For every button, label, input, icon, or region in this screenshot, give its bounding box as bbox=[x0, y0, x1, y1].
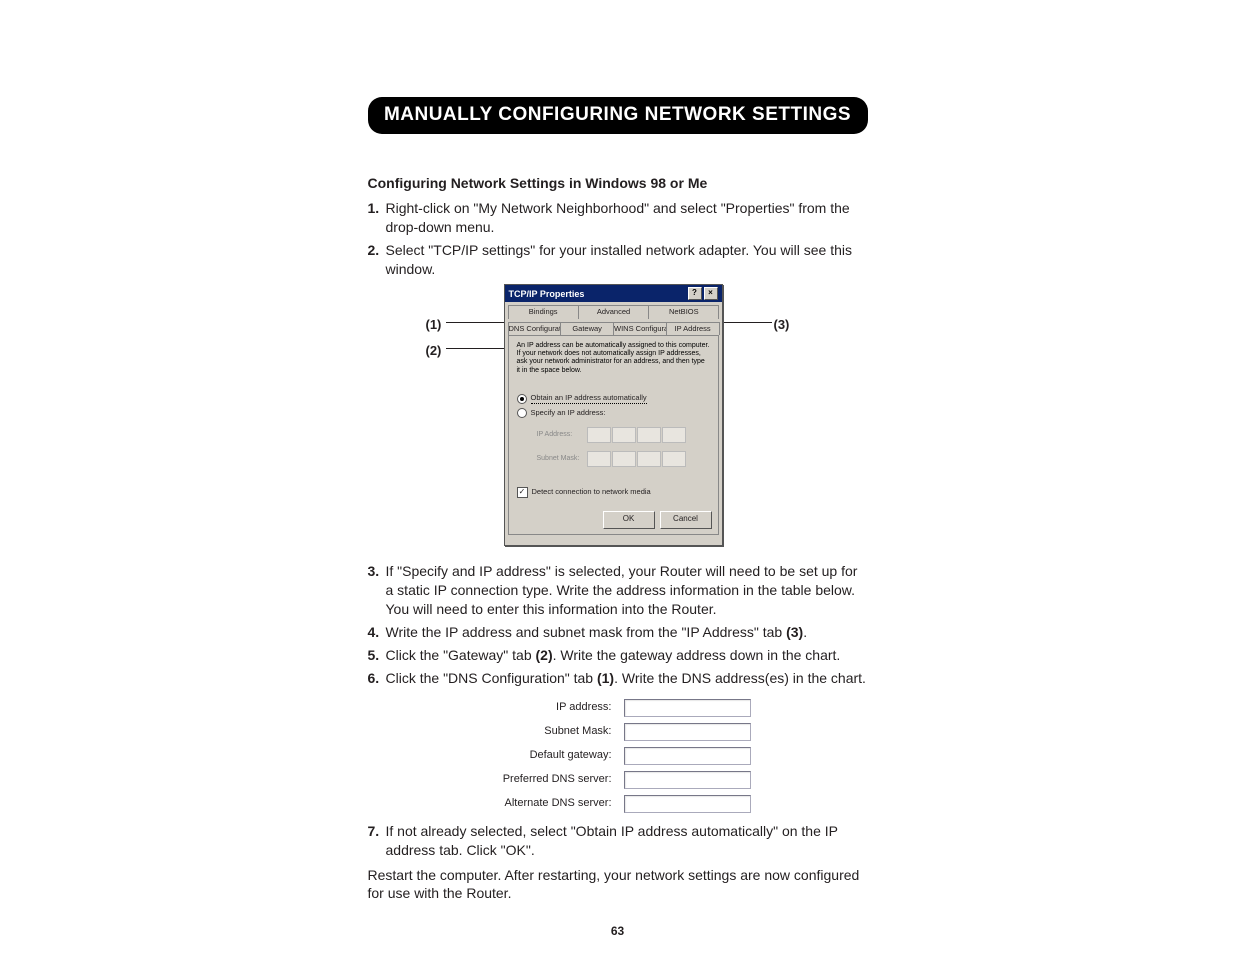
dialog-screenshot: (1) (2) (3) TCP/IP Properties ? × Bindin… bbox=[368, 284, 868, 554]
subnet-mask-input[interactable] bbox=[624, 723, 751, 741]
alternate-dns-input[interactable] bbox=[624, 795, 751, 813]
callout-line bbox=[446, 322, 506, 323]
steps-list-bottom: 3. If "Specify and IP address" is selecte… bbox=[368, 562, 868, 687]
page-header: MANUALLY CONFIGURING NETWORK SETTINGS bbox=[368, 97, 868, 134]
radio-auto-label: Obtain an IP address automatically bbox=[531, 393, 647, 404]
step-num: 5. bbox=[368, 646, 380, 665]
tab-ip-address[interactable]: IP Address bbox=[666, 322, 720, 335]
default-gateway-label: Default gateway: bbox=[476, 744, 618, 768]
step-num: 6. bbox=[368, 669, 380, 688]
callout-line bbox=[446, 348, 508, 349]
dialog-titlebar: TCP/IP Properties ? × bbox=[505, 285, 722, 302]
table-row: Default gateway: bbox=[476, 744, 760, 768]
step-3: 3. If "Specify and IP address" is selecte… bbox=[368, 562, 868, 619]
preferred-dns-input[interactable] bbox=[624, 771, 751, 789]
help-button[interactable]: ? bbox=[688, 287, 702, 300]
step-text: If "Specify and IP address" is selected,… bbox=[386, 563, 858, 617]
tab-netbios[interactable]: NetBIOS bbox=[648, 305, 719, 318]
radio-specify[interactable]: Specify an IP address: bbox=[517, 408, 710, 418]
callout-line bbox=[722, 322, 772, 323]
step-text: Select "TCP/IP settings" for your instal… bbox=[386, 242, 852, 277]
radio-icon bbox=[517, 394, 527, 404]
tab-dns-config[interactable]: DNS Configuration bbox=[508, 322, 562, 335]
steps-list-7: 7. If not already selected, select "Obtai… bbox=[368, 822, 868, 860]
ip-address-label: IP address: bbox=[476, 696, 618, 720]
cancel-button[interactable]: Cancel bbox=[660, 511, 712, 529]
page: MANUALLY CONFIGURING NETWORK SETTINGS Co… bbox=[0, 0, 1235, 954]
subnet-mask-field bbox=[587, 451, 687, 467]
tabs-back-row: Bindings Advanced NetBIOS bbox=[508, 305, 719, 318]
ip-address-label: IP Address: bbox=[537, 430, 587, 439]
step-1: 1. Right-click on "My Network Neighborhoo… bbox=[368, 199, 868, 237]
ip-grid: IP Address: Subnet Mask: bbox=[537, 427, 710, 467]
restart-text: Restart the computer. After restarting, … bbox=[368, 866, 868, 904]
page-number: 63 bbox=[368, 923, 868, 939]
step-7: 7. If not already selected, select "Obtai… bbox=[368, 822, 868, 860]
tab-bindings[interactable]: Bindings bbox=[508, 305, 579, 318]
ok-button[interactable]: OK bbox=[603, 511, 655, 529]
detect-label: Detect connection to network media bbox=[532, 487, 651, 497]
ip-address-input[interactable] bbox=[624, 699, 751, 717]
step-text: Right-click on "My Network Neighborhood"… bbox=[386, 200, 850, 235]
step-num: 4. bbox=[368, 623, 380, 642]
dialog-title: TCP/IP Properties bbox=[509, 288, 585, 300]
detect-checkbox[interactable]: ✓ Detect connection to network media bbox=[517, 487, 651, 498]
callout-2: (2) bbox=[426, 342, 442, 360]
subnet-mask-label: Subnet Mask: bbox=[476, 720, 618, 744]
checkbox-icon: ✓ bbox=[517, 487, 528, 498]
section-title: Configuring Network Settings in Windows … bbox=[368, 174, 868, 193]
titlebar-buttons: ? × bbox=[688, 287, 718, 300]
close-button[interactable]: × bbox=[704, 287, 718, 300]
step-num: 1. bbox=[368, 199, 380, 218]
step-num: 7. bbox=[368, 822, 380, 841]
radio-auto[interactable]: Obtain an IP address automatically bbox=[517, 393, 710, 404]
table-row: Preferred DNS server: bbox=[476, 768, 760, 792]
step-4: 4. Write the IP address and subnet mask f… bbox=[368, 623, 868, 642]
step-5: 5. Click the "Gateway" tab (2). Write the… bbox=[368, 646, 868, 665]
subnet-mask-label: Subnet Mask: bbox=[537, 454, 587, 463]
table-row: IP address: bbox=[476, 696, 760, 720]
step-num: 3. bbox=[368, 562, 380, 581]
callout-1: (1) bbox=[426, 316, 442, 334]
step-text: Click the "DNS Configuration" tab (1). W… bbox=[386, 670, 866, 686]
default-gateway-input[interactable] bbox=[624, 747, 751, 765]
tab-advanced[interactable]: Advanced bbox=[578, 305, 649, 318]
dialog-buttons: OK Cancel bbox=[603, 511, 712, 529]
step-text: Click the "Gateway" tab (2). Write the g… bbox=[386, 647, 841, 663]
tabs-front-row: DNS Configuration Gateway WINS Configura… bbox=[508, 322, 719, 335]
step-text: Write the IP address and subnet mask fro… bbox=[386, 624, 808, 640]
settings-table: IP address: Subnet Mask: Default gateway… bbox=[476, 696, 760, 816]
content: Configuring Network Settings in Windows … bbox=[368, 174, 868, 940]
tab-body: An IP address can be automatically assig… bbox=[508, 335, 719, 535]
dialog-description: An IP address can be automatically assig… bbox=[517, 342, 710, 376]
step-text: If not already selected, select "Obtain … bbox=[386, 823, 838, 858]
step-6: 6. Click the "DNS Configuration" tab (1).… bbox=[368, 669, 868, 688]
table-row: Alternate DNS server: bbox=[476, 792, 760, 816]
radio-specify-label: Specify an IP address: bbox=[531, 408, 606, 418]
radio-icon bbox=[517, 408, 527, 418]
steps-list-top: 1. Right-click on "My Network Neighborhoo… bbox=[368, 199, 868, 279]
step-2: 2. Select "TCP/IP settings" for your inst… bbox=[368, 241, 868, 279]
tab-wins-config[interactable]: WINS Configuration bbox=[613, 322, 667, 335]
tcpip-dialog: TCP/IP Properties ? × Bindings Advanced … bbox=[504, 284, 723, 546]
tab-gateway[interactable]: Gateway bbox=[560, 322, 614, 335]
step-num: 2. bbox=[368, 241, 380, 260]
callout-3: (3) bbox=[774, 316, 790, 334]
ip-address-field bbox=[587, 427, 687, 443]
alternate-dns-label: Alternate DNS server: bbox=[476, 792, 618, 816]
preferred-dns-label: Preferred DNS server: bbox=[476, 768, 618, 792]
table-row: Subnet Mask: bbox=[476, 720, 760, 744]
